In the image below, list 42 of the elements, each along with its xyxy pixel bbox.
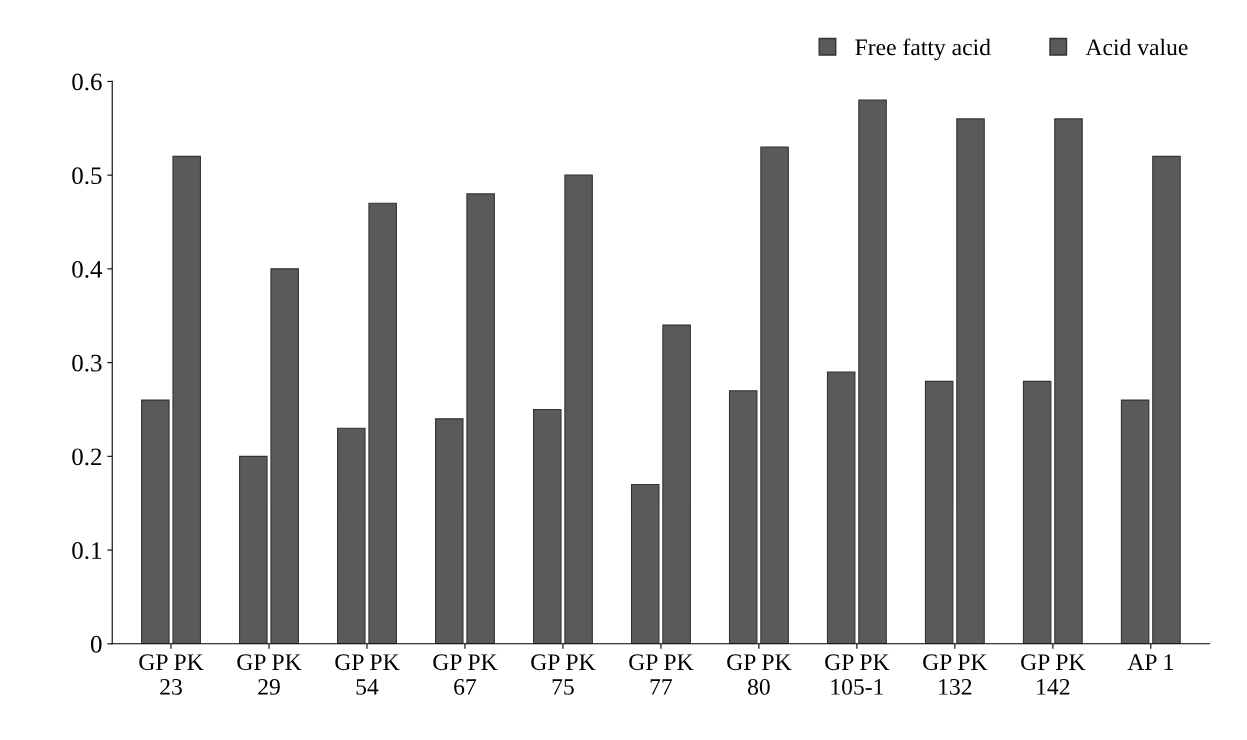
- bar: [858, 99, 887, 644]
- bar: [466, 193, 495, 644]
- bar: [1022, 380, 1052, 644]
- y-tick-label: 0.5: [72, 167, 102, 185]
- bar: [924, 380, 954, 644]
- x-tick-label: GP PK 67: [433, 654, 498, 695]
- legend-label: Free fatty acid: [855, 38, 991, 61]
- bar: [239, 455, 268, 644]
- x-tick-label: GP PK 105-1: [825, 654, 890, 695]
- bar: [1152, 155, 1181, 644]
- bar: [141, 399, 170, 644]
- y-tick-label: 0.2: [72, 448, 102, 466]
- bar: [760, 146, 789, 644]
- bar: [337, 427, 366, 644]
- y-tick-label: 0.6: [72, 73, 102, 91]
- bar: [630, 483, 660, 644]
- x-tick-label: GP PK 80: [727, 654, 792, 695]
- x-tick-label: AP 1: [1127, 654, 1173, 670]
- y-tick-label: 0.3: [72, 354, 102, 372]
- y-tick-label: 0.4: [72, 260, 103, 278]
- y-tick-label: 0.1: [72, 542, 102, 560]
- bar: [1120, 399, 1150, 644]
- y-tick-label: 0: [90, 635, 102, 653]
- bar: [435, 418, 464, 644]
- x-tick-label: GP PK 77: [629, 654, 694, 695]
- bar: [532, 408, 562, 644]
- bar: [172, 155, 201, 644]
- x-tick-label: GP PK 132: [923, 654, 988, 695]
- x-tick-label: GP PK 75: [531, 654, 596, 695]
- x-tick-label: GP PK 54: [335, 654, 400, 695]
- bar: [826, 371, 856, 644]
- bar: [728, 390, 758, 644]
- legend-label: Acid value: [1085, 38, 1188, 56]
- x-tick-label: GP PK 29: [237, 654, 302, 695]
- bar: [1054, 118, 1083, 644]
- x-tick-label: GP PK 142: [1021, 654, 1086, 695]
- bar: [662, 324, 691, 644]
- bar: [956, 118, 985, 644]
- bar: [564, 174, 593, 644]
- x-tick-label: GP PK 23: [139, 654, 204, 695]
- bar: [270, 268, 299, 644]
- bar: [368, 202, 397, 644]
